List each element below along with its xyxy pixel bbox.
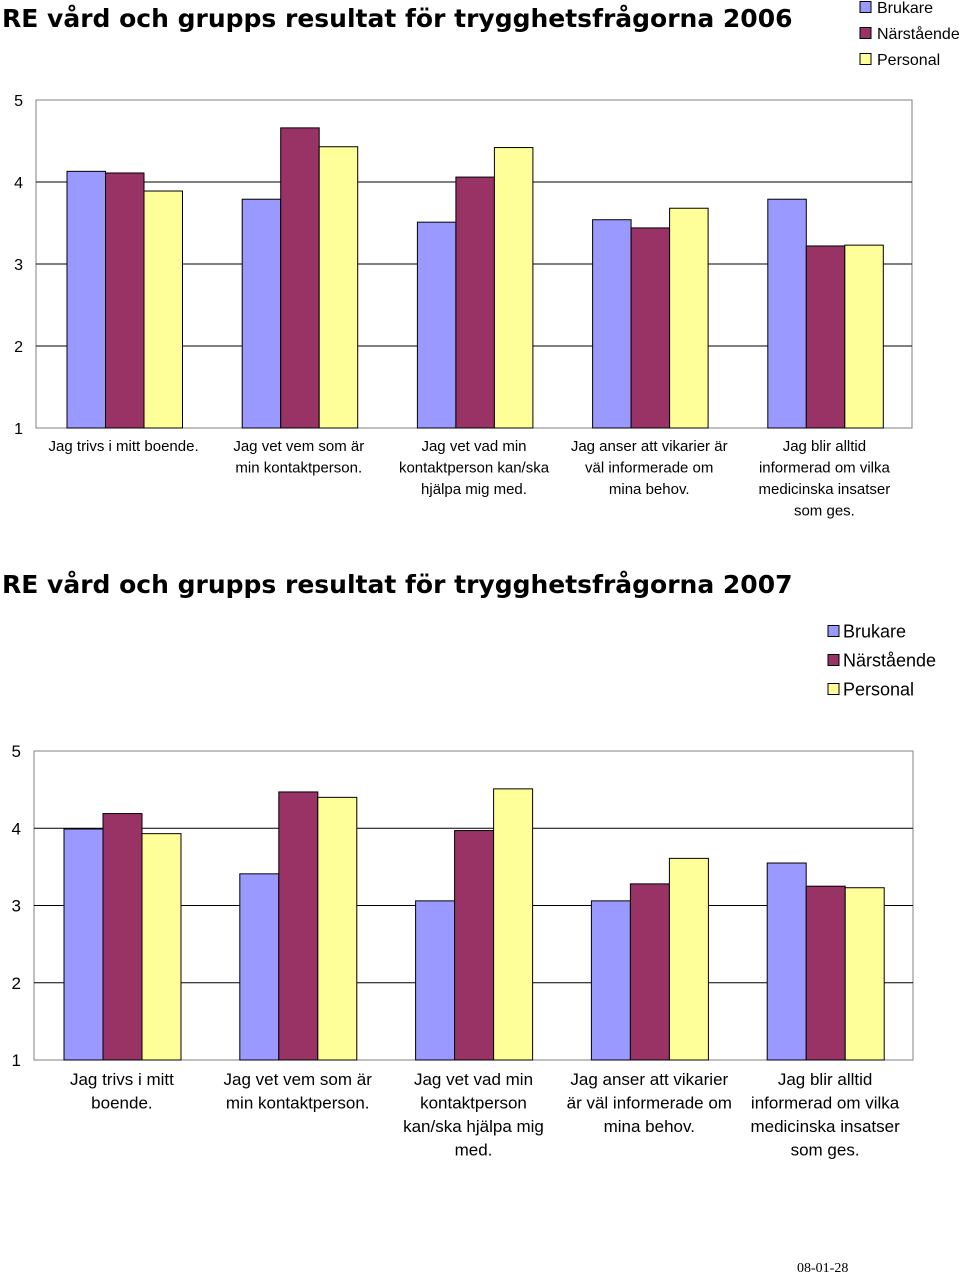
bar-2007-personal-5: [844, 887, 885, 1061]
bar-2006-brukare-4: [592, 219, 632, 429]
bar-2007-personal-1: [141, 833, 182, 1061]
legend-label-2006-personal: Personal: [877, 52, 940, 69]
bar-2006-personal-4: [669, 207, 709, 429]
category-label-2006-5-line-1: Jag blir alltid: [783, 438, 866, 455]
y-tick-label-2006-4: 4: [14, 175, 23, 192]
category-label-2006-1-line-1: Jag trivs i mitt boende.: [49, 438, 199, 455]
category-label-2006-2-line-1: Jag vet vem som är: [233, 438, 364, 455]
category-label-2006-2-line-2: min kontaktperson.: [235, 460, 362, 477]
y-tick-label-2007-1: 1: [12, 1051, 21, 1070]
category-label-2006-3-line-2: kontaktperson kan/ska: [399, 460, 550, 477]
bar-2006-närstående-5: [805, 245, 846, 429]
bar-2007-brukare-5: [766, 862, 807, 1061]
category-label-2007-1-line-2: boende.: [91, 1094, 152, 1113]
category-label-2006-3-line-3: hjälpa mig med.: [421, 481, 527, 498]
bar-2007-brukare-4: [590, 900, 631, 1061]
legend-label-2007-personal: Personal: [843, 679, 914, 699]
legend-swatch-2007-närstående: [827, 654, 840, 666]
category-label-2007-4-line-1: Jag anser att vikarier: [570, 1070, 728, 1089]
bar-2007-personal-4: [668, 857, 709, 1061]
legend-label-2006-närstående: Närstående: [877, 25, 960, 43]
category-label-2006-4-line-3: mina behov.: [609, 481, 690, 498]
bar-2007-personal-2: [317, 796, 358, 1061]
category-label-2007-4-line-3: mina behov.: [604, 1117, 695, 1136]
category-label-2007-1-line-1: Jag trivs i mitt: [70, 1070, 174, 1089]
category-label-2006-4-line-2: väl informerade om: [585, 460, 713, 477]
category-label-2006-5-line-4: som ges.: [794, 503, 855, 520]
chart-title-2007: RE vård och grupps resultat för trygghet…: [2, 570, 793, 599]
bar-2006-brukare-2: [241, 198, 282, 429]
bar-2006-närstående-2: [280, 127, 320, 429]
bar-2007-närstående-3: [454, 830, 495, 1061]
category-label-2006-3-line-1: Jag vet vad min: [421, 438, 526, 455]
legend-swatch-2006-brukare: [859, 1, 872, 13]
bar-2006-personal-1: [143, 190, 183, 429]
bar-2006-brukare-1: [66, 170, 106, 429]
y-tick-label-2006-5: 5: [14, 93, 23, 110]
chart-title-2006: RE vård och grupps resultat för trygghet…: [2, 4, 793, 33]
footer-date: 08-01-28: [797, 1261, 849, 1276]
category-label-2007-5-line-4: som ges.: [791, 1141, 860, 1160]
legend-label-2006-brukare: Brukare: [877, 0, 933, 17]
bar-2007-personal-3: [493, 788, 534, 1061]
bar-2006-personal-3: [493, 147, 534, 429]
legend-swatch-2006-närstående: [859, 27, 872, 39]
category-label-2007-3-line-1: Jag vet vad min: [414, 1070, 533, 1089]
category-label-2007-5-line-3: medicinska insatser: [750, 1117, 900, 1136]
bar-2007-närstående-1: [102, 813, 143, 1061]
legend-swatch-2007-personal: [827, 683, 840, 695]
bar-2006-personal-5: [844, 244, 884, 429]
category-label-2006-5-line-2: informerad om vilka: [759, 460, 891, 477]
bar-2006-brukare-5: [767, 198, 807, 429]
category-label-2007-3-line-2: kontaktperson: [420, 1094, 527, 1113]
y-tick-label-2006-3: 3: [14, 257, 23, 274]
legend-label-2007-brukare: Brukare: [843, 621, 906, 641]
y-tick-label-2007-2: 2: [12, 974, 21, 993]
category-label-2007-4-line-2: är väl informerade om: [567, 1094, 732, 1113]
bar-2006-brukare-3: [416, 221, 457, 429]
category-label-2007-3-line-4: med.: [455, 1141, 493, 1160]
y-tick-label-2007-4: 4: [12, 819, 21, 838]
bar-2007-brukare-3: [415, 900, 456, 1061]
category-label-2006-5-line-3: medicinska insatser: [759, 481, 891, 498]
category-label-2007-5-line-1: Jag blir alltid: [778, 1070, 873, 1089]
category-label-2006-4-line-1: Jag anser att vikarier är: [571, 438, 728, 455]
y-tick-label-2007-3: 3: [12, 897, 21, 916]
bar-2007-närstående-5: [805, 885, 846, 1061]
bar-2006-närstående-1: [105, 172, 145, 429]
bar-2006-närstående-4: [630, 227, 671, 429]
category-label-2007-5-line-2: informerad om vilka: [751, 1094, 900, 1113]
category-label-2007-3-line-3: kan/ska hjälpa mig: [403, 1117, 544, 1136]
bar-2007-närstående-2: [278, 791, 319, 1061]
bar-2007-brukare-2: [239, 873, 280, 1061]
legend-swatch-2007-brukare: [827, 625, 840, 637]
y-tick-label-2006-1: 1: [14, 421, 23, 438]
bar-2007-närstående-4: [629, 883, 670, 1061]
bar-2007-brukare-1: [63, 828, 104, 1061]
legend-swatch-2006-personal: [859, 53, 872, 65]
y-tick-label-2006-2: 2: [14, 339, 23, 356]
bar-2006-personal-2: [318, 146, 359, 429]
category-label-2007-2-line-2: min kontaktperson.: [226, 1094, 370, 1113]
legend-label-2007-närstående: Närstående: [843, 650, 936, 670]
category-label-2007-2-line-1: Jag vet vem som är: [224, 1070, 373, 1089]
bar-2006-närstående-3: [455, 176, 495, 429]
y-tick-label-2007-5: 5: [12, 742, 21, 761]
